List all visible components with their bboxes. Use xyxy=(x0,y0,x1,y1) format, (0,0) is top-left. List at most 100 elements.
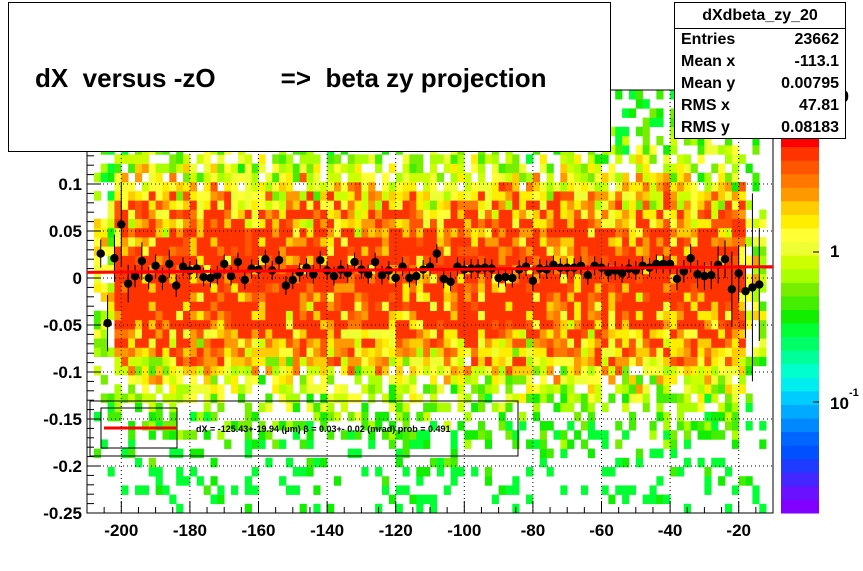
heatmap-cell xyxy=(622,457,630,468)
heatmap-cell xyxy=(663,237,671,247)
heatmap-cell xyxy=(375,338,383,348)
heatmap-cell xyxy=(594,393,602,403)
heatmap-cell xyxy=(279,384,287,394)
heatmap-cell xyxy=(478,292,486,302)
heatmap-cell xyxy=(176,393,184,403)
stats-label: RMS y xyxy=(681,119,730,136)
heatmap-cell xyxy=(217,246,225,256)
heatmap-cell xyxy=(635,384,643,394)
heatmap-cell xyxy=(189,172,198,183)
profile-point xyxy=(652,259,661,269)
profile-point xyxy=(199,272,208,282)
heatmap-cell xyxy=(505,421,513,431)
palette-swatch xyxy=(781,146,819,161)
heatmap-cell xyxy=(272,246,280,256)
heatmap-cell xyxy=(615,273,623,284)
heatmap-cell xyxy=(656,172,664,183)
heatmap-cell xyxy=(169,494,177,505)
heatmap-cell xyxy=(505,329,513,339)
heatmap-cell xyxy=(162,319,170,330)
heatmap-cell xyxy=(155,191,163,201)
x-tick-label: -200 xyxy=(104,521,138,540)
heatmap-cell xyxy=(347,163,355,174)
heatmap-cell xyxy=(676,421,685,431)
heatmap-cell xyxy=(498,421,506,431)
heatmap-cell xyxy=(656,329,664,339)
heatmap-cell xyxy=(484,393,493,403)
heatmap-cell xyxy=(237,319,246,330)
heatmap-cell xyxy=(409,283,417,293)
heatmap-cell xyxy=(464,375,472,385)
heatmap-cell xyxy=(299,227,307,238)
heatmap-cell xyxy=(622,200,630,210)
heatmap-cell xyxy=(299,338,307,348)
heatmap-cell xyxy=(724,227,733,238)
heatmap-cell xyxy=(635,457,643,468)
heatmap-cell xyxy=(436,402,445,413)
heatmap-cell xyxy=(498,329,506,339)
heatmap-cell xyxy=(656,273,664,284)
heatmap-cell xyxy=(333,356,342,367)
heatmap-cell xyxy=(457,329,465,339)
heatmap-cell xyxy=(676,172,685,183)
heatmap-cell xyxy=(203,264,211,275)
heatmap-cell xyxy=(333,200,342,210)
heatmap-cell xyxy=(697,338,705,348)
heatmap-cell xyxy=(628,421,637,431)
heatmap-cell xyxy=(176,384,184,394)
profile-point xyxy=(206,273,215,283)
heatmap-cell xyxy=(663,347,671,357)
heatmap-cell xyxy=(251,191,259,201)
heatmap-cell xyxy=(416,218,424,229)
heatmap-cell xyxy=(656,237,664,247)
heatmap-cell xyxy=(224,218,232,229)
heatmap-cell xyxy=(663,255,671,266)
heatmap-cell xyxy=(299,246,307,256)
heatmap-cell xyxy=(622,218,630,229)
heatmap-cell xyxy=(649,347,657,357)
heatmap-cell xyxy=(580,218,589,229)
heatmap-cell xyxy=(299,154,307,164)
heatmap-cell xyxy=(375,200,383,210)
heatmap-cell xyxy=(155,292,163,302)
heatmap-cell xyxy=(670,237,678,247)
heatmap-cell xyxy=(622,292,630,302)
heatmap-cell xyxy=(395,402,403,413)
heatmap-cell xyxy=(635,246,643,256)
heatmap-cell xyxy=(121,292,129,302)
heatmap-cell xyxy=(237,283,246,293)
heatmap-cell xyxy=(327,402,335,413)
heatmap-cell xyxy=(189,292,198,302)
heatmap-cell xyxy=(416,365,424,376)
heatmap-cell xyxy=(189,273,198,284)
heatmap-cell xyxy=(423,273,431,284)
heatmap-cell xyxy=(670,301,678,311)
heatmap-cell xyxy=(423,310,431,321)
heatmap-cell xyxy=(292,237,300,247)
heatmap-cell xyxy=(135,246,143,256)
heatmap-cell xyxy=(148,172,156,183)
heatmap-cell xyxy=(409,172,417,183)
heatmap-cell xyxy=(478,347,486,357)
heatmap-cell xyxy=(361,200,369,210)
heatmap-cell xyxy=(258,181,266,192)
heatmap-cell xyxy=(738,301,746,311)
heatmap-cell xyxy=(539,191,547,201)
heatmap-cell xyxy=(395,181,403,192)
heatmap-cell xyxy=(560,209,568,220)
heatmap-cell xyxy=(704,301,712,311)
heatmap-cell xyxy=(574,255,582,266)
heatmap-cell xyxy=(375,365,383,376)
heatmap-cell xyxy=(354,329,362,339)
heatmap-cell xyxy=(587,402,595,413)
heatmap-cell xyxy=(210,209,218,220)
heatmap-cell xyxy=(210,457,218,468)
heatmap-cell xyxy=(498,292,506,302)
heatmap-cell xyxy=(183,347,191,357)
heatmap-cell xyxy=(128,255,136,266)
heatmap-cell xyxy=(683,375,691,385)
heatmap-cell xyxy=(114,338,122,348)
heatmap-cell xyxy=(114,310,122,321)
heatmap-cell xyxy=(615,338,623,348)
heatmap-cell xyxy=(354,200,362,210)
